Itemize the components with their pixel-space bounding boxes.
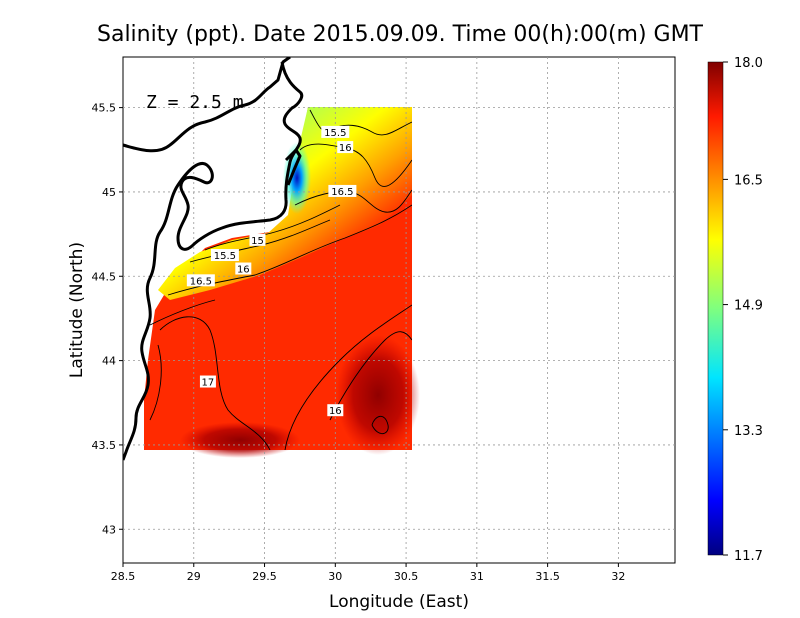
- x-tick-label: 29.5: [252, 570, 277, 583]
- y-axis-ticks: 43 43.5 44 44.5 45 45.5: [92, 102, 123, 536]
- contour-label: 16: [339, 143, 352, 154]
- contour-label: 16: [237, 265, 250, 276]
- contour-line: [294, 189, 412, 213]
- grid: [123, 57, 675, 563]
- x-tick-label: 30: [328, 570, 342, 583]
- contour-label-bg: [210, 249, 239, 262]
- x-tick-label: 32: [611, 570, 625, 583]
- contour-label: 15.5: [214, 251, 236, 262]
- contour-label-bg: [327, 404, 344, 417]
- y-tick-label: 45: [102, 186, 116, 199]
- contour-line: [299, 143, 412, 187]
- coastline-north: [123, 57, 304, 461]
- contour-label-bg: [249, 233, 266, 246]
- contour-line: [149, 299, 216, 326]
- contour-label: 15.5: [324, 128, 346, 139]
- x-tick-label: 28.5: [111, 570, 136, 583]
- contour-label-bg: [186, 274, 215, 287]
- x-tick-label: 31.5: [535, 570, 560, 583]
- x-axis-ticks: 28.5 29 29.5 30 30.5 31 31.5 32: [111, 563, 625, 583]
- colorbar-tick-label: 18.0: [734, 56, 763, 71]
- x-tick-label: 29: [187, 570, 201, 583]
- y-axis-label: Latitude (North): [67, 242, 87, 378]
- colorbar-tick-label: 13.3: [734, 424, 763, 439]
- contour-line: [371, 415, 389, 435]
- colorbar-ticks: 18.0 16.5 14.9 13.3 11.7: [723, 56, 763, 564]
- contour-label: 15: [251, 236, 264, 247]
- y-tick-label: 43.5: [92, 439, 117, 452]
- contour-line: [329, 331, 412, 421]
- contour-label-bg: [321, 125, 350, 138]
- salinity-field-high-south: [180, 422, 300, 458]
- contour-line: [284, 304, 412, 450]
- colorbar-tick-label: 16.5: [734, 173, 763, 188]
- y-tick-label: 44: [102, 355, 116, 368]
- y-tick-label: 45.5: [92, 102, 117, 115]
- x-tick-label: 31: [470, 570, 484, 583]
- contour-label-bg: [199, 375, 216, 388]
- contour-label: 16.5: [190, 276, 212, 287]
- coastline-island: [284, 148, 302, 186]
- contour-label: 16.5: [331, 187, 353, 198]
- contour-line: [159, 316, 271, 450]
- contour-line: [309, 109, 412, 136]
- x-axis-label: Longitude (East): [329, 592, 469, 612]
- chart-title: Salinity (ppt). Date 2015.09.09. Time 00…: [97, 22, 704, 47]
- y-tick-label: 44.5: [92, 270, 117, 283]
- x-tick-label: 30.5: [394, 570, 419, 583]
- coastline: [123, 57, 304, 461]
- contour-label-bg: [337, 141, 354, 154]
- y-tick-label: 43: [102, 523, 116, 536]
- colorbar-tick-label: 11.7: [734, 549, 763, 564]
- contour-line: [204, 204, 341, 251]
- contour-label: 17: [202, 378, 215, 389]
- colorbar: [707, 61, 724, 556]
- contour-label: 16: [329, 406, 342, 417]
- contour-label-bg: [235, 262, 252, 275]
- contour-label-bg: [328, 184, 357, 197]
- contour-line: [149, 344, 162, 421]
- salinity-field-high-core: [336, 335, 420, 455]
- colorbar-tick-label: 14.9: [734, 299, 763, 314]
- depth-annotation: Z = 2.5 m: [146, 92, 244, 113]
